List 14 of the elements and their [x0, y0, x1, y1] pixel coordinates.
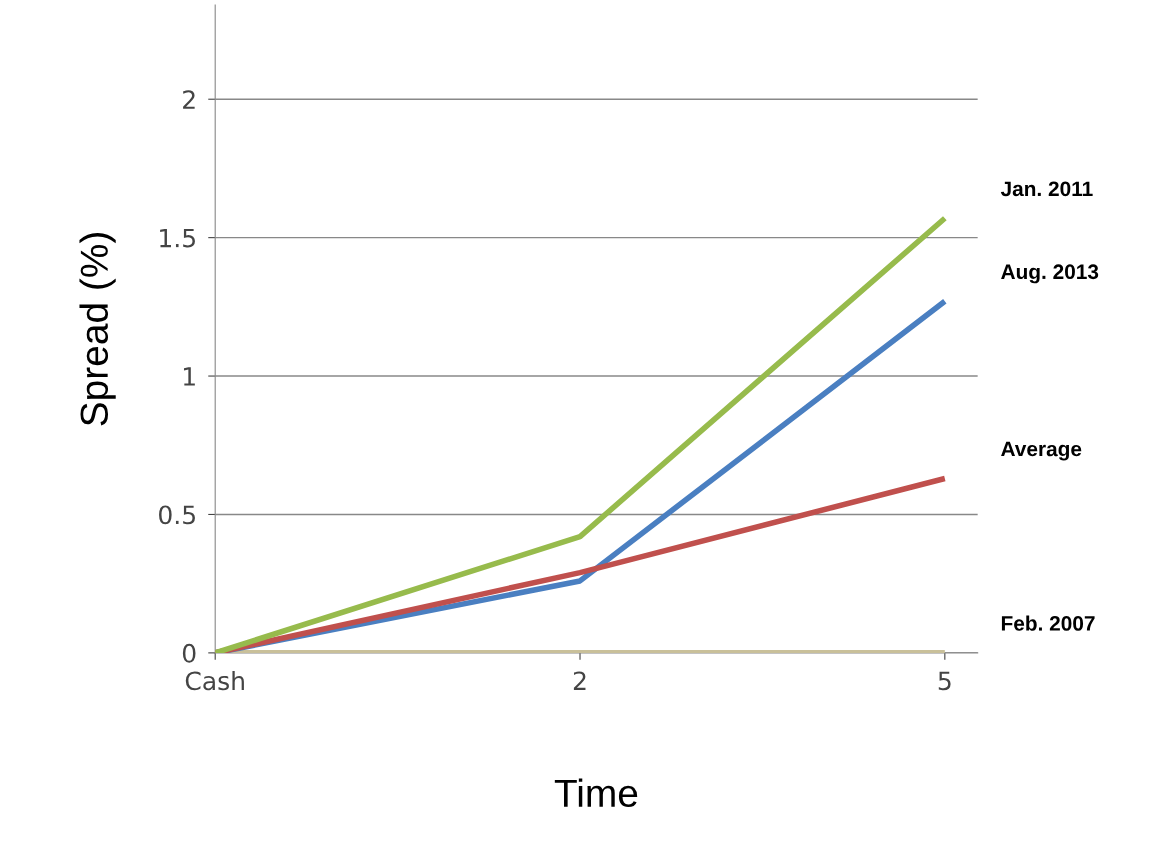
text: Aug. 2013 — [1001, 264, 1099, 284]
x-tick-label: Cash — [185, 670, 244, 691]
y-axis-title: Spread (%) — [79, 233, 116, 426]
text: Jan. 2011 — [1000, 181, 1093, 197]
text: Feb. 2007 — [1001, 615, 1095, 631]
y-tick-label: 1 — [183, 367, 195, 386]
x-axis-title: Time — [554, 778, 638, 808]
x-tick-label: 5 — [938, 671, 951, 691]
y-tick-label: 2 — [183, 90, 195, 109]
text: Average — [1001, 441, 1082, 461]
y-tick-label: 0 — [182, 643, 196, 663]
x-tick-label: 2 — [573, 671, 586, 690]
y-tick-label: 0.5 — [159, 505, 195, 525]
y-tick-label: 1.5 — [160, 228, 195, 248]
